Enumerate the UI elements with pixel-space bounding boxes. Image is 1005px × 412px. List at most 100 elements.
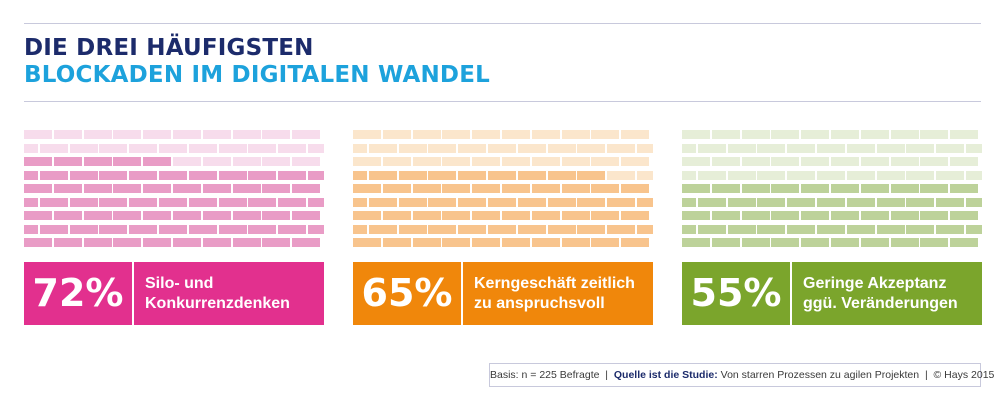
brick-empty [531, 157, 560, 166]
brick-empty [711, 130, 740, 139]
footer-separator: | [924, 369, 928, 381]
brick-empty [202, 157, 231, 166]
brick-filled [547, 197, 576, 207]
brick-filled [920, 238, 949, 247]
brick-filled [173, 211, 201, 220]
brick-filled [697, 197, 726, 207]
brick-filled [218, 170, 247, 180]
brick-empty [906, 143, 935, 153]
brick-filled [232, 238, 261, 247]
brick-filled [876, 224, 905, 234]
brick-empty [936, 170, 965, 180]
brick-filled [69, 197, 98, 207]
brick-filled [113, 211, 142, 220]
brick-empty [801, 157, 830, 166]
brick-empty [682, 157, 710, 166]
brick-empty [787, 143, 816, 153]
brick-empty [890, 157, 919, 166]
brick-empty [531, 130, 560, 139]
brick-empty [517, 143, 546, 153]
brick-filled [368, 197, 397, 207]
brick-filled [531, 238, 560, 247]
footer-source-text: Von starren Prozessen zu agilen Projekte… [720, 369, 920, 381]
brick-empty [890, 130, 919, 139]
brick-filled [24, 238, 52, 247]
brick-empty [382, 157, 411, 166]
brick-filled [382, 211, 411, 220]
brick-filled [202, 238, 231, 247]
brick-empty [353, 157, 381, 166]
brick-empty [353, 143, 367, 153]
stat-label-line1: Silo- und [145, 275, 214, 292]
brick-filled [412, 211, 441, 220]
brick-filled [458, 197, 487, 207]
brick-empty [24, 143, 38, 153]
brick-filled [591, 238, 620, 247]
brick-filled [173, 238, 201, 247]
brick-filled [801, 184, 830, 193]
brick-empty [442, 130, 471, 139]
brick-filled [129, 224, 158, 234]
brick-empty [920, 130, 949, 139]
brick-empty [398, 143, 427, 153]
brick-filled [517, 170, 546, 180]
brick-filled [99, 170, 128, 180]
brick-empty [129, 143, 158, 153]
brick-empty [472, 130, 501, 139]
brick-empty [860, 157, 889, 166]
brick-filled [682, 238, 710, 247]
brick-filled [353, 238, 381, 247]
brick-filled [248, 170, 277, 180]
percent-value-silo: 72% [24, 262, 132, 325]
brick-filled [817, 224, 845, 234]
brick-filled [831, 238, 859, 247]
brick-filled [278, 224, 307, 234]
brick-filled [53, 238, 82, 247]
brick-filled [83, 184, 112, 193]
brick-empty [697, 143, 726, 153]
brick-empty [966, 143, 982, 153]
brick-filled [950, 184, 979, 193]
footer-separator: | [605, 369, 609, 381]
brick-filled [621, 238, 650, 247]
brick-filled [83, 238, 112, 247]
page-title-line2: BLOCKADEN IM DIGITALEN WANDEL [24, 62, 490, 88]
brick-empty [682, 130, 710, 139]
stat-divider [132, 262, 134, 325]
brick-empty [232, 157, 261, 166]
stat-label-line1: Kerngeschäft zeitlich [474, 275, 635, 292]
brick-filled [547, 224, 576, 234]
title-divider [24, 101, 981, 102]
brick-filled [472, 211, 501, 220]
brick-filled [83, 157, 112, 166]
brick-filled [727, 224, 756, 234]
top-rule [24, 23, 981, 24]
brick-empty [591, 130, 620, 139]
brick-filled [860, 211, 889, 220]
brick-empty [817, 143, 845, 153]
stat-label-kerngeschaeft: Kerngeschäft zeitlich zu anspruchsvoll [463, 262, 653, 325]
brick-empty [218, 143, 247, 153]
brick-filled [24, 211, 52, 220]
brick-filled [472, 238, 501, 247]
brick-filled [24, 170, 38, 180]
brick-filled [218, 197, 247, 207]
brick-empty [757, 170, 786, 180]
brick-filled [202, 184, 231, 193]
brick-filled [591, 184, 620, 193]
brick-filled [831, 211, 859, 220]
brick-filled [442, 211, 471, 220]
brick-filled [262, 211, 291, 220]
brick-filled [502, 211, 530, 220]
brick-filled [39, 224, 68, 234]
brick-filled [682, 211, 710, 220]
brick-empty [846, 170, 875, 180]
brick-filled [382, 238, 411, 247]
brick-filled [591, 211, 620, 220]
brick-filled [24, 157, 52, 166]
brick-filled [159, 197, 187, 207]
stat-label-line2: ggü. Veränderungen [803, 295, 958, 312]
brick-filled [53, 184, 82, 193]
brick-empty [801, 130, 830, 139]
brick-empty [577, 143, 606, 153]
